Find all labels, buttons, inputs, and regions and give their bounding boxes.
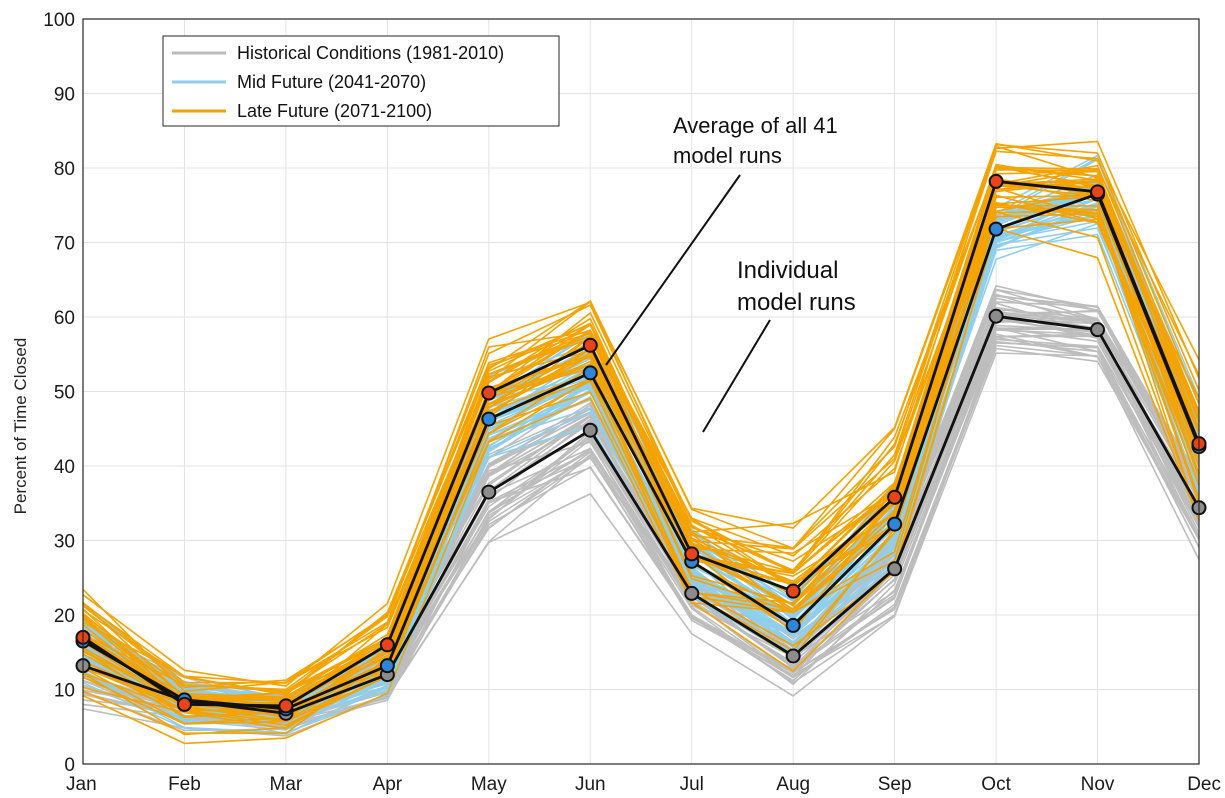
model-run-line [82, 341, 1200, 735]
annotation-average-line-1: Average of all 41 [673, 113, 838, 138]
x-tick-label: May [471, 774, 507, 795]
annotation-individual-line-2: model runs [737, 289, 856, 316]
x-tick-label: Jul [680, 774, 704, 795]
x-tick-label: Sep [878, 774, 912, 795]
y-tick-label: 70 [54, 234, 75, 255]
y-tick-label: 80 [54, 159, 75, 180]
average-marker [684, 546, 700, 562]
x-axis-tick-labels: Jan Feb Mar Apr May Jun Jul Aug Sep Oct Nov Dec [66, 774, 1221, 795]
average-marker [887, 561, 903, 577]
x-tick-label: Oct [981, 774, 1011, 795]
y-tick-label: 40 [54, 457, 75, 478]
average-marker [379, 637, 395, 653]
legend: Historical Conditions (1981-2010) Mid Fu… [162, 35, 560, 127]
axes-box [82, 18, 1200, 765]
average-marker [785, 648, 801, 664]
legend-box [162, 35, 560, 127]
average-marker [684, 585, 700, 601]
average-line [82, 192, 1201, 711]
y-tick-label: 100 [43, 10, 75, 31]
annotations: Average of all 41 model runs Individual … [605, 113, 856, 433]
y-tick-label: 10 [54, 681, 75, 702]
average-marker [582, 365, 598, 381]
average-marker [481, 484, 497, 500]
y-tick-label: 50 [54, 383, 75, 404]
x-tick-label: Nov [1081, 774, 1115, 795]
average-marker [481, 385, 497, 401]
average-marker [988, 173, 1004, 189]
average-marker [481, 411, 497, 427]
model-run-line [82, 140, 1200, 695]
annotation-average-pointer [605, 174, 741, 366]
x-tick-label: Feb [168, 774, 201, 795]
average-line [82, 314, 1201, 715]
model-run-line [82, 164, 1200, 704]
y-tick-label: 60 [54, 308, 75, 329]
model-run-line [82, 201, 1200, 716]
model-run-line [82, 214, 1200, 734]
model-run-line [82, 213, 1200, 723]
individual-model-runs [82, 140, 1200, 745]
legend-label-late: Late Future (2071-2100) [237, 101, 432, 121]
annotation-individual-pointer [702, 319, 771, 433]
x-tick-label: Aug [776, 774, 810, 795]
x-tick-label: Jan [66, 774, 97, 795]
average-marker [176, 696, 192, 712]
y-tick-label: 30 [54, 532, 75, 553]
annotation-individual: Individual model runs [737, 257, 856, 316]
average-marker [887, 516, 903, 532]
average-marker [1090, 184, 1106, 200]
average-marker [988, 308, 1004, 324]
model-run-line [82, 194, 1200, 719]
annotation-average: Average of all 41 model runs [673, 113, 844, 168]
average-marker [785, 617, 801, 633]
annotation-individual-line-1: Individual [737, 257, 838, 284]
x-tick-label: Mar [270, 774, 303, 795]
model-run-line [82, 194, 1200, 726]
average-marker [1090, 322, 1106, 338]
legend-label-mid: Mid Future (2041-2070) [237, 72, 426, 92]
x-tick-label: Jun [575, 774, 606, 795]
average-marker [278, 698, 294, 714]
model-run-line [82, 227, 1200, 745]
average-marker [785, 583, 801, 599]
average-marker [887, 489, 903, 505]
average-marker [582, 422, 598, 438]
average-marker [379, 658, 395, 674]
x-tick-label: Apr [373, 774, 403, 795]
model-run-line [82, 218, 1200, 736]
y-tick-label: 90 [54, 85, 75, 106]
average-marker [988, 221, 1004, 237]
y-axis-label: Percent of Time Closed [11, 338, 30, 515]
legend-label-historical: Historical Conditions (1981-2010) [237, 43, 504, 63]
y-axis-tick-labels: 0 10 20 30 40 50 60 70 80 90 100 [43, 10, 75, 776]
annotation-average-line-2: model runs [673, 143, 782, 168]
model-run-line [82, 166, 1200, 691]
average-lines [75, 173, 1207, 721]
average-marker [582, 337, 598, 353]
x-tick-label: Dec [1187, 774, 1221, 795]
y-tick-label: 20 [54, 606, 75, 627]
average-line [82, 179, 1201, 708]
y-tick-label: 0 [64, 755, 75, 776]
